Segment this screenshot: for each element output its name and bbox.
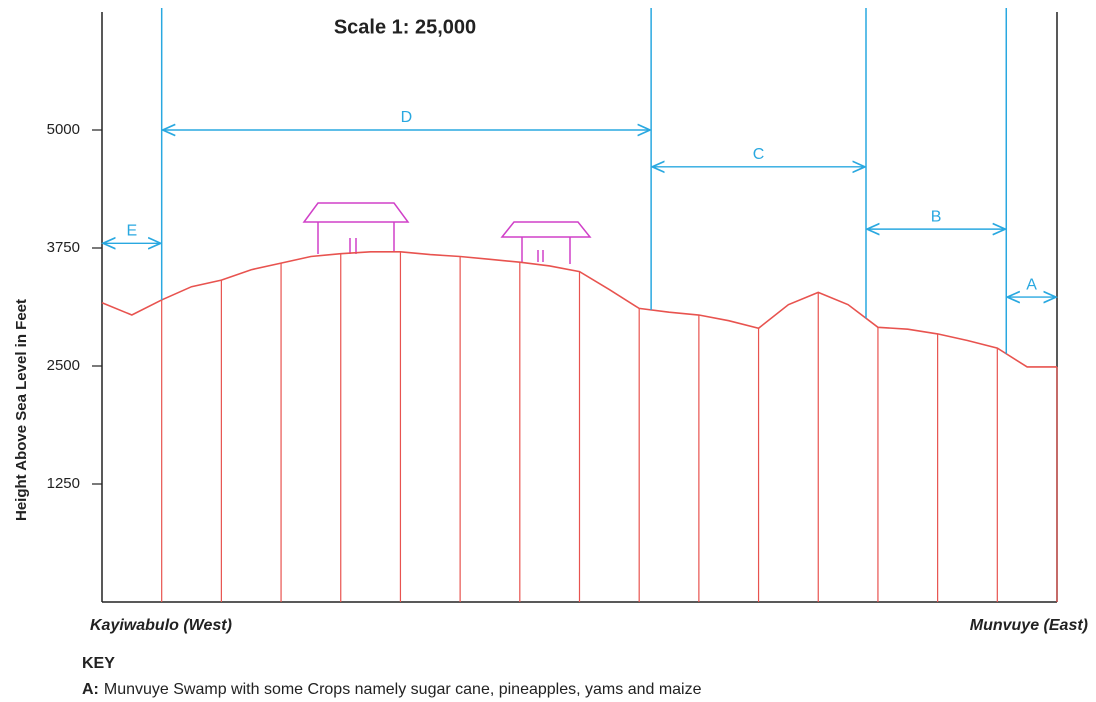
key-item: A: Munvuye Swamp with some Crops namely s… <box>82 681 702 698</box>
chart-title: Scale 1: 25,000 <box>334 16 476 38</box>
y-tick-label: 1250 <box>47 475 80 492</box>
segment-label: E <box>127 222 138 239</box>
y-tick-label: 5000 <box>47 121 80 138</box>
segment-label: B <box>931 208 942 225</box>
house-icon <box>304 203 408 254</box>
segment-label: D <box>401 109 413 126</box>
key-letter: A: <box>82 681 99 698</box>
y-tick-label: 3750 <box>47 239 80 256</box>
profile-chart: Scale 1: 25,000 Height Above Sea Level i… <box>0 0 1096 702</box>
x-end-label: Munvuye (East) <box>970 617 1088 634</box>
y-tick-label: 2500 <box>47 357 80 374</box>
x-start-label: Kayiwabulo (West) <box>90 617 232 634</box>
key-title: KEY <box>82 655 115 672</box>
house-icon <box>502 222 590 264</box>
y-axis-label: Height Above Sea Level in Feet <box>13 299 30 521</box>
segment-label: A <box>1026 276 1037 293</box>
key-text: Munvuye Swamp with some Crops namely sug… <box>104 681 702 698</box>
segment-label: C <box>753 146 765 163</box>
